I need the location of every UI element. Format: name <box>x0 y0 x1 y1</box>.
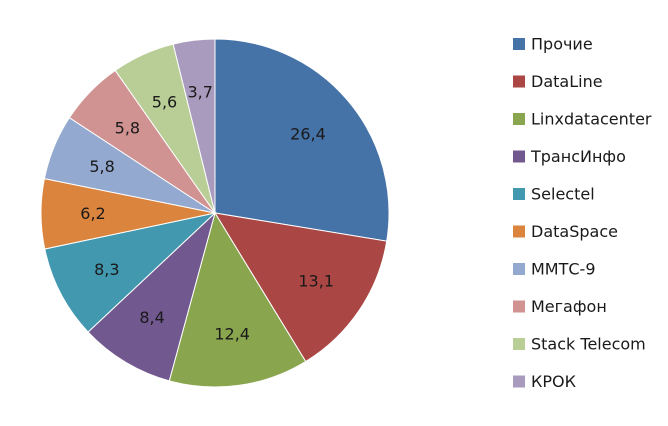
legend-label-6: DataSpace <box>531 222 618 241</box>
pie-slice-2 <box>214 212 388 363</box>
legend-swatch-8 <box>513 300 525 313</box>
data-label-8: 5,8 <box>115 119 140 138</box>
legend-label-8: Мегафон <box>531 297 607 316</box>
legend-label-1: Прочие <box>531 35 593 54</box>
legend-label-7: ММТС-9 <box>531 260 596 279</box>
legend-swatch-1 <box>513 38 525 50</box>
legend-swatch-3 <box>513 113 525 125</box>
pie-slice-4 <box>87 211 216 382</box>
legend-label-3: Linxdatacenter <box>531 110 652 129</box>
data-label-3: 12,4 <box>214 324 250 343</box>
data-label-5: 8,3 <box>94 260 119 279</box>
data-label-2: 13,1 <box>298 272 334 291</box>
legend-swatch-7 <box>513 263 525 275</box>
legend-swatch-4 <box>513 150 525 163</box>
legend-swatch-6 <box>513 225 525 238</box>
data-label-10: 3,7 <box>187 82 212 101</box>
pie-slice-5 <box>44 212 217 333</box>
legend-swatch-9 <box>513 338 525 350</box>
legend-swatch-2 <box>513 75 525 88</box>
legend-label-5: Selectel <box>531 185 595 204</box>
legend-label-9: Stack Telecom <box>531 335 646 354</box>
legend-swatch-5 <box>513 188 525 200</box>
legend: Прочие DataLine Linxdatacenter ТрансИнфо Sel… <box>513 35 652 391</box>
legend-label-4: ТрансИнфо <box>530 147 626 166</box>
pie-slices <box>40 38 390 388</box>
legend-label-2: DataLine <box>531 72 603 91</box>
data-label-4: 8,4 <box>139 308 164 327</box>
pie-slice-1 <box>214 38 390 242</box>
data-label-9: 5,6 <box>152 92 177 111</box>
pie-slice-10 <box>172 38 216 214</box>
legend-label-10: КРОК <box>531 372 577 391</box>
data-label-6: 6,2 <box>80 204 105 223</box>
legend-swatch-10 <box>513 375 525 388</box>
data-label-7: 5,8 <box>89 157 114 176</box>
data-label-1: 26,4 <box>290 125 326 144</box>
pie-data-labels: 26,4 13,1 12,4 8,4 8,3 6,2 5,85,8 5,6 3,7 <box>80 82 334 343</box>
